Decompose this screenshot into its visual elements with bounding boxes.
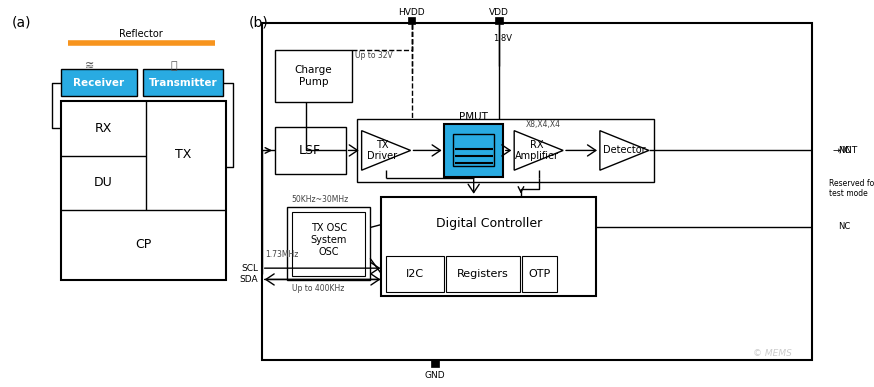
Text: ≋: ≋ bbox=[85, 61, 94, 71]
Bar bbox=[292, 212, 365, 276]
Text: NC: NC bbox=[838, 222, 850, 231]
Text: GND: GND bbox=[425, 371, 446, 380]
Text: I2C: I2C bbox=[406, 269, 425, 279]
Text: TX: TX bbox=[176, 148, 191, 161]
Polygon shape bbox=[514, 131, 563, 170]
Text: (a): (a) bbox=[11, 15, 31, 29]
Text: 1.73MHz: 1.73MHz bbox=[266, 250, 299, 259]
Bar bbox=[496, 17, 503, 24]
Bar bbox=[453, 134, 495, 166]
Text: Up to 32V: Up to 32V bbox=[355, 51, 392, 60]
Bar bbox=[386, 256, 445, 292]
Text: (b): (b) bbox=[248, 15, 268, 29]
Text: Reflector: Reflector bbox=[120, 29, 163, 39]
Bar bbox=[61, 69, 136, 96]
Text: Transmitter: Transmitter bbox=[149, 78, 218, 87]
Text: RX
Amplifier: RX Amplifier bbox=[515, 140, 558, 161]
Text: 1.8V: 1.8V bbox=[494, 34, 512, 43]
Polygon shape bbox=[362, 131, 411, 170]
Text: DU: DU bbox=[94, 176, 113, 189]
Bar bbox=[829, 224, 835, 229]
Text: ⌒: ⌒ bbox=[171, 61, 177, 71]
Bar bbox=[61, 101, 226, 281]
Bar bbox=[143, 69, 223, 96]
Text: HVDD: HVDD bbox=[399, 7, 425, 17]
Bar bbox=[431, 360, 439, 367]
Text: © MEMS: © MEMS bbox=[753, 349, 792, 358]
Text: SDA: SDA bbox=[239, 275, 258, 284]
Text: X8,X4,X4: X8,X4,X4 bbox=[526, 120, 561, 128]
Bar bbox=[288, 207, 370, 281]
Bar bbox=[829, 147, 835, 153]
Bar bbox=[408, 17, 415, 24]
Text: OTP: OTP bbox=[529, 269, 551, 279]
Text: Reserved for
test mode: Reserved for test mode bbox=[829, 179, 874, 198]
Text: Up to 400KHz: Up to 400KHz bbox=[292, 284, 344, 293]
Text: CP: CP bbox=[135, 238, 151, 251]
Text: 50KHz~30MHz: 50KHz~30MHz bbox=[291, 195, 348, 204]
Text: →/INT: →/INT bbox=[832, 146, 857, 155]
Bar bbox=[381, 197, 596, 296]
Text: Digital Controller: Digital Controller bbox=[435, 217, 542, 230]
Bar bbox=[262, 23, 812, 360]
Text: VDD: VDD bbox=[489, 7, 509, 17]
Text: RX: RX bbox=[95, 122, 112, 135]
Text: Detector: Detector bbox=[603, 146, 646, 156]
Text: LSF: LSF bbox=[299, 144, 322, 157]
Text: NC: NC bbox=[838, 146, 850, 155]
Bar bbox=[447, 256, 520, 292]
Text: Receiver: Receiver bbox=[73, 78, 124, 87]
Text: SCL: SCL bbox=[241, 264, 258, 273]
Text: Registers: Registers bbox=[457, 269, 509, 279]
Text: TX
Driver: TX Driver bbox=[367, 140, 398, 161]
Text: PMUT: PMUT bbox=[459, 113, 488, 122]
Bar bbox=[445, 124, 503, 177]
Bar bbox=[275, 50, 352, 103]
Bar bbox=[522, 256, 558, 292]
Text: Charge
Pump: Charge Pump bbox=[295, 65, 332, 87]
Polygon shape bbox=[600, 131, 649, 170]
Bar bbox=[357, 119, 654, 182]
Text: TX OSC
System
OSC: TX OSC System OSC bbox=[310, 223, 347, 257]
Bar bbox=[275, 127, 345, 174]
